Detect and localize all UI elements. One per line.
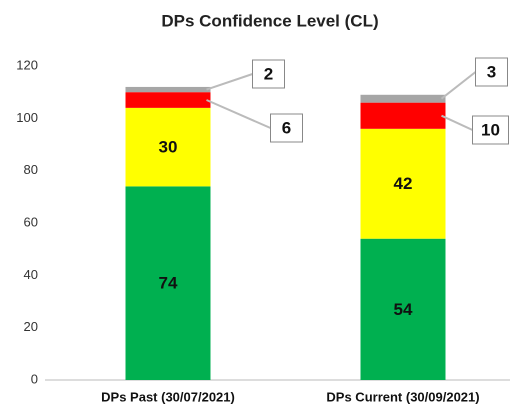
x-tick-label: DPs Past (30/07/2021) — [101, 389, 235, 404]
bar-segment — [125, 107, 211, 187]
label-box — [270, 113, 303, 143]
bar-segment — [360, 94, 446, 103]
y-tick-label: 80 — [24, 162, 38, 177]
y-tick-label: 40 — [24, 267, 38, 282]
data-label: 42 — [394, 174, 413, 193]
label-box — [252, 59, 285, 89]
data-label: 3 — [487, 62, 496, 81]
data-label: 10 — [481, 120, 500, 139]
bar-segment — [360, 128, 446, 239]
bar-segment — [125, 86, 211, 93]
data-label: 74 — [159, 274, 178, 293]
chart-title: DPs Confidence Level (CL) — [161, 11, 378, 30]
y-tick-label: 120 — [16, 57, 38, 72]
y-tick-label: 0 — [31, 371, 38, 386]
label-box — [475, 57, 508, 87]
leader-line — [441, 114, 473, 131]
y-tick-label: 20 — [24, 319, 38, 334]
x-tick-label: DPs Current (30/09/2021) — [326, 389, 479, 404]
y-tick-label: 60 — [24, 214, 38, 229]
data-label: 6 — [282, 118, 291, 137]
leader-line — [206, 73, 253, 91]
bar-segment — [360, 238, 446, 380]
leader-line — [440, 71, 477, 100]
y-tick-label: 100 — [16, 110, 38, 125]
bar-segment — [360, 102, 446, 129]
data-label: 54 — [394, 300, 413, 319]
data-label: 30 — [159, 138, 178, 157]
data-label: 2 — [264, 64, 273, 83]
label-box — [472, 115, 509, 145]
bar-segment — [125, 186, 211, 380]
leader-line — [206, 99, 271, 129]
bar-segment — [125, 92, 211, 108]
